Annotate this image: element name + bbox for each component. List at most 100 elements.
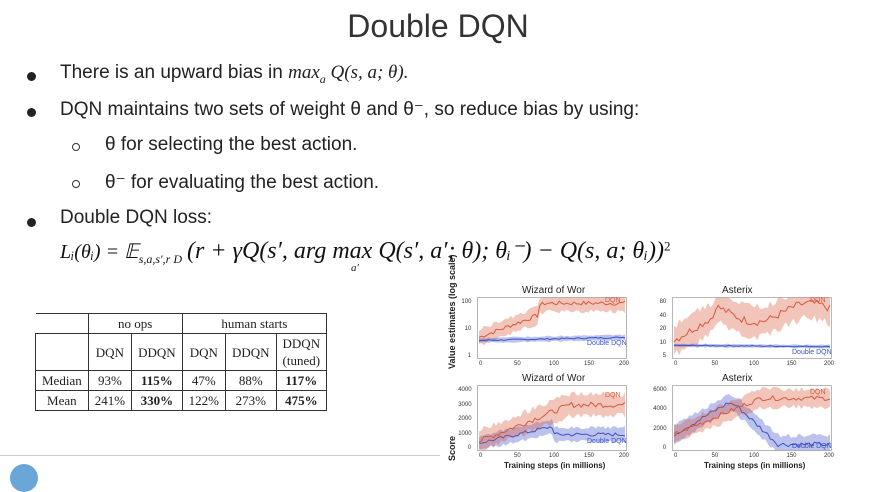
chart-frame <box>477 385 627 451</box>
y-tick-label: 80 <box>659 299 667 305</box>
y-tick-label: 40 <box>659 312 667 319</box>
y-tick-label: 0 <box>662 445 667 451</box>
chart-title: Asterix <box>722 373 753 384</box>
table-row: Median 93% 115% 47% 88% 117% <box>35 370 328 391</box>
x-tick-label: 200 <box>619 361 630 367</box>
dqn-line <box>673 299 831 343</box>
table-cell: 241% <box>87 390 133 411</box>
chart-plot <box>477 385 627 451</box>
y-tick-label: 20 <box>659 326 667 332</box>
x-tick-label: 200 <box>619 453 630 459</box>
bullet-two-weights: DQN maintains two sets of weight θ and θ… <box>60 99 640 120</box>
x-tick-label: 0 <box>479 361 483 367</box>
table-blank <box>35 333 89 371</box>
y-tick-label: 4000 <box>458 387 472 393</box>
table-cell: 47% <box>181 370 226 391</box>
max-subscript: a <box>319 71 326 86</box>
sub-bullet-selecting: θ for selecting the best action. <box>105 134 358 155</box>
series-label: Double DQN <box>792 349 832 356</box>
col-header: DQN <box>181 333 226 371</box>
y-tick-label: 0 <box>467 445 472 451</box>
y-axis-label: Score <box>447 435 457 461</box>
chart-frame <box>672 297 832 359</box>
double-dqn-line <box>673 344 831 348</box>
sub-bullet-ring <box>72 143 80 151</box>
col-header: DDQN (tuned) <box>275 333 328 371</box>
y-axis-label: Value estimates (log scale) <box>447 254 457 369</box>
x-tick-label: 50 <box>514 453 521 459</box>
bullet-loss: Double DQN loss: <box>60 207 213 228</box>
chart-plot <box>672 385 832 451</box>
series-label: DQN <box>605 392 621 400</box>
col-header: DDQN <box>224 333 277 371</box>
table-cell: 475% <box>275 390 328 411</box>
series-label: DQN <box>810 389 826 396</box>
formula-power: 2 <box>663 238 671 254</box>
formula-expectation-sub: s,a,s′,r D <box>138 252 182 266</box>
x-axis-label: Training steps (in millions) <box>704 461 806 470</box>
chart-frame <box>672 385 832 451</box>
dqn-band <box>674 386 830 444</box>
y-tick-label: 1 <box>467 353 472 359</box>
x-tick-label: 150 <box>584 361 595 367</box>
formula-argmax-sub: a′ <box>351 262 359 274</box>
formula-lhs: Lᵢ(θᵢ) = 𝔼 <box>60 241 139 263</box>
series-label: Double DQN <box>587 339 627 347</box>
series-label: Double DQN <box>587 438 627 446</box>
bullet-dot <box>27 72 36 81</box>
table-cell: 122% <box>181 390 226 411</box>
chart-frame <box>477 297 627 359</box>
y-tick-label: 10 <box>659 339 667 346</box>
x-tick-label: 0 <box>674 453 678 459</box>
col-header: DDQN <box>131 333 183 371</box>
row-label: Mean <box>35 390 89 411</box>
x-tick-label: 100 <box>549 361 560 367</box>
table-row: Mean 241% 330% 122% 273% 475% <box>35 390 328 411</box>
divider <box>0 455 440 456</box>
y-tick-label: 6000 <box>653 387 667 393</box>
dqn-line <box>478 300 626 338</box>
y-tick-label: 2000 <box>653 425 667 432</box>
table-cell: 115% <box>131 370 183 391</box>
y-tick-label: 3000 <box>458 401 472 408</box>
table-corner <box>35 313 89 334</box>
results-table: no ops human starts DQN DDQN DQN DDQN DD… <box>35 313 328 411</box>
group-header-no-ops: no ops <box>87 313 183 334</box>
bullet-upward-bias: There is an upward bias in maxa Q(s, a; … <box>60 62 408 87</box>
bullet-dot <box>27 218 36 227</box>
chart-title: Wizard of Wor <box>522 373 586 384</box>
sub-bullet-evaluating: θ⁻ for evaluating the best action. <box>105 172 380 193</box>
max-math: max <box>288 62 320 83</box>
x-axis-label: Training steps (in millions) <box>504 461 606 470</box>
dqn-line <box>478 401 626 443</box>
x-tick-label: 50 <box>711 361 719 367</box>
y-tick-label: 5 <box>662 353 667 359</box>
table-cell: 88% <box>224 370 277 391</box>
x-tick-label: 50 <box>711 453 719 459</box>
table-cell: 117% <box>275 370 328 391</box>
dqn-line <box>673 395 831 435</box>
bullet-text: There is an upward bias in <box>60 62 289 83</box>
bullet-dot <box>27 108 36 117</box>
x-tick-label: 100 <box>749 361 760 367</box>
chart-title: Wizard of Wor <box>522 285 586 296</box>
table-cell: 330% <box>131 390 183 411</box>
table-cell: 273% <box>224 390 277 411</box>
x-tick-label: 50 <box>514 361 521 367</box>
x-tick-label: 0 <box>479 453 483 459</box>
chart-plot <box>477 297 627 359</box>
chart-plot <box>672 297 832 359</box>
formula-body: (r + γQ(s′, arg max Q(s′, a′; θ); θᵢ⁻) −… <box>187 238 664 264</box>
table-cell: 93% <box>87 370 133 391</box>
sub-bullet-ring <box>72 180 80 188</box>
double-dqn-line <box>478 426 626 444</box>
dqn-band <box>479 297 625 346</box>
x-tick-label: 100 <box>549 453 560 459</box>
y-tick-label: 4000 <box>653 406 667 413</box>
x-tick-label: 150 <box>584 453 595 459</box>
double-dqn-band <box>479 418 625 450</box>
series-label: DQN <box>605 297 621 304</box>
x-tick-label: 150 <box>786 453 797 459</box>
x-tick-label: 200 <box>824 361 835 367</box>
corner-avatar-icon <box>10 464 38 492</box>
